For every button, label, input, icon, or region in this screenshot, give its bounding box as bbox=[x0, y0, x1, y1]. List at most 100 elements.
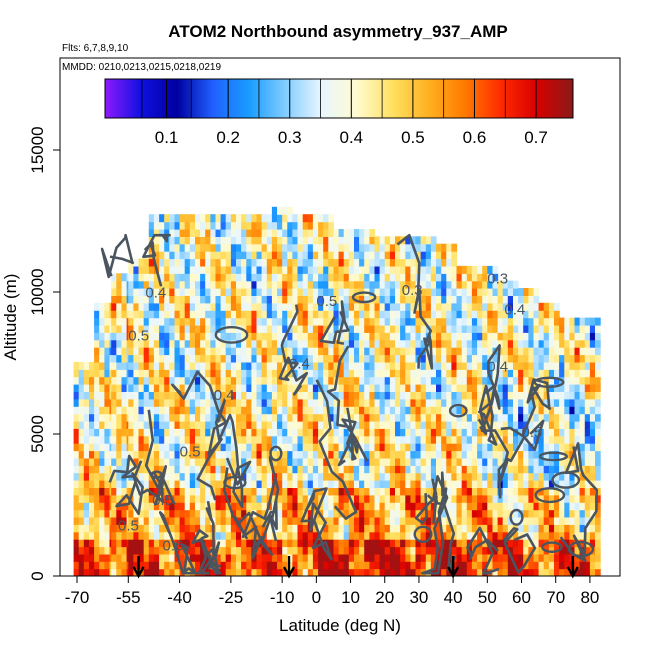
heatmap-cell bbox=[395, 391, 401, 400]
heatmap-cell bbox=[420, 406, 427, 415]
heatmap-cell bbox=[441, 376, 447, 385]
heatmap-cell bbox=[73, 428, 80, 437]
heatmap-cell bbox=[579, 347, 586, 356]
heatmap-cell bbox=[436, 273, 442, 282]
heatmap-cell bbox=[343, 561, 350, 570]
heatmap-cell bbox=[502, 398, 509, 407]
heatmap-cell bbox=[507, 339, 514, 348]
heatmap-cell bbox=[215, 361, 222, 370]
heatmap-cell bbox=[436, 332, 442, 341]
heatmap-cell bbox=[256, 561, 263, 570]
heatmap-cell bbox=[94, 428, 100, 437]
heatmap-cell bbox=[220, 435, 227, 444]
heatmap-cell bbox=[348, 280, 355, 289]
heatmap-cell bbox=[456, 472, 463, 481]
heatmap-cell bbox=[179, 443, 186, 452]
heatmap-cell bbox=[554, 302, 560, 311]
heatmap-cell bbox=[153, 398, 160, 407]
heatmap-cell bbox=[451, 435, 458, 444]
heatmap-cell bbox=[148, 413, 155, 422]
heatmap-cell bbox=[554, 568, 560, 576]
heatmap-cell bbox=[354, 376, 360, 385]
heatmap-cell bbox=[318, 531, 324, 540]
heatmap-cell bbox=[425, 258, 432, 267]
heatmap-cell bbox=[554, 391, 560, 400]
heatmap-cell bbox=[116, 288, 122, 296]
heatmap-cell bbox=[200, 273, 206, 282]
heatmap-cell bbox=[410, 302, 417, 311]
heatmap-cell bbox=[302, 221, 309, 230]
contour-loop bbox=[551, 471, 581, 489]
heatmap-cell bbox=[220, 502, 227, 511]
heatmap-cell bbox=[554, 480, 560, 488]
heatmap-cell bbox=[256, 214, 263, 223]
heatmap-cell bbox=[189, 295, 196, 304]
heatmap-cell bbox=[574, 509, 581, 518]
heatmap-cell bbox=[369, 539, 376, 548]
heatmap-cell bbox=[471, 280, 478, 289]
heatmap-cell bbox=[138, 502, 145, 511]
heatmap-cell bbox=[333, 516, 340, 525]
heatmap-cell bbox=[405, 391, 411, 400]
heatmap-cell bbox=[159, 413, 165, 422]
heatmap-cell bbox=[220, 251, 227, 260]
heatmap-cell bbox=[189, 310, 196, 319]
heatmap-cell bbox=[104, 354, 111, 363]
heatmap-cell bbox=[138, 509, 145, 518]
heatmap-cell bbox=[215, 384, 222, 392]
heatmap-cell bbox=[89, 443, 95, 452]
heatmap-cell bbox=[312, 332, 319, 341]
heatmap-cell bbox=[282, 457, 288, 466]
heatmap-cell bbox=[99, 420, 105, 429]
heatmap-cell bbox=[482, 457, 488, 466]
heatmap-cell bbox=[543, 561, 550, 570]
heatmap-cell bbox=[116, 472, 122, 481]
heatmap-cell bbox=[282, 317, 288, 326]
heatmap-cell bbox=[148, 457, 155, 466]
heatmap-cell bbox=[328, 243, 334, 252]
heatmap-cell bbox=[410, 494, 417, 503]
heatmap-cell bbox=[78, 413, 85, 422]
heatmap-cell bbox=[195, 561, 201, 570]
heatmap-cell bbox=[128, 324, 134, 333]
heatmap-cell bbox=[184, 465, 191, 474]
heatmap-cell bbox=[230, 354, 237, 363]
heatmap-cell bbox=[179, 428, 186, 437]
heatmap-cell bbox=[220, 258, 227, 267]
heatmap-cell bbox=[400, 288, 406, 296]
heatmap-cell bbox=[533, 472, 540, 481]
heatmap-cell bbox=[184, 280, 191, 289]
heatmap-cell bbox=[338, 288, 345, 296]
heatmap-cell bbox=[104, 361, 111, 370]
heatmap-cell bbox=[143, 494, 150, 503]
heatmap-cell bbox=[312, 361, 319, 370]
heatmap-cell bbox=[271, 428, 278, 437]
heatmap-cell bbox=[282, 539, 288, 548]
heatmap-cell bbox=[456, 273, 463, 282]
heatmap-cell bbox=[456, 524, 463, 533]
heatmap-cell bbox=[104, 398, 111, 407]
heatmap-cell bbox=[159, 243, 165, 252]
heatmap-cell bbox=[143, 384, 150, 392]
heatmap-cell bbox=[312, 295, 319, 304]
heatmap-cell bbox=[210, 280, 217, 289]
heatmap-cell bbox=[318, 568, 324, 576]
heatmap-cell bbox=[287, 310, 293, 319]
heatmap-cell bbox=[292, 465, 299, 474]
heatmap-cell bbox=[323, 347, 329, 356]
heatmap-cell bbox=[200, 435, 206, 444]
contour-loop bbox=[534, 487, 566, 504]
heatmap-cell bbox=[282, 376, 288, 385]
heatmap-cell bbox=[323, 376, 329, 385]
heatmap-cell bbox=[302, 384, 309, 392]
heatmap-cell bbox=[220, 229, 227, 237]
heatmap-cell bbox=[312, 480, 319, 488]
heatmap-cell bbox=[405, 561, 411, 570]
heatmap-cell bbox=[507, 487, 514, 496]
heatmap-cell bbox=[446, 568, 452, 576]
heatmap-cell bbox=[220, 347, 227, 356]
heatmap-cell bbox=[395, 236, 401, 245]
heatmap-cell bbox=[271, 406, 278, 415]
heatmap-cell bbox=[492, 369, 499, 378]
heatmap-cell bbox=[584, 398, 591, 407]
